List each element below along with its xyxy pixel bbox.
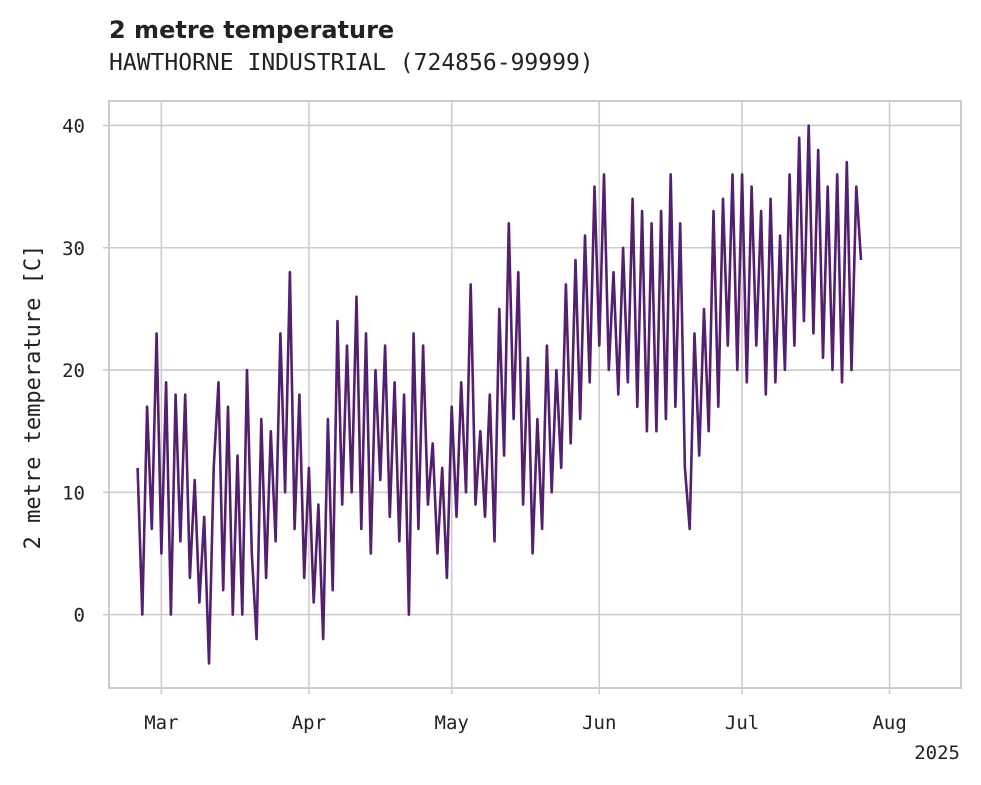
x-tick-label: Jun [582,712,616,734]
x-tick-label: Aug [872,712,906,734]
chart-subtitle: HAWTHORNE INDUSTRIAL (724856-99999) [109,50,594,76]
y-axis: 0 10 20 30 40 [62,115,109,627]
y-tick-label: 0 [74,605,85,627]
y-tick-label: 40 [62,115,85,137]
y-tick-label: 10 [62,482,85,504]
series-line [136,124,863,665]
plot-frame [108,100,962,689]
x-axis: Mar Apr May Jun Jul Aug [144,688,907,734]
x-tick-label: Jul [725,712,759,734]
y-tick-label: 20 [62,360,85,382]
x-axis-year-label: 2025 [914,742,960,764]
x-tick-label: Mar [144,712,178,734]
grid-lines [109,101,961,688]
x-tick-label: Apr [292,712,326,734]
chart-title: 2 metre temperature [109,16,395,44]
y-axis-label: 2 metre temperature [C] [21,245,46,550]
y-tick-label: 30 [62,238,85,260]
x-tick-label: May [435,712,469,734]
